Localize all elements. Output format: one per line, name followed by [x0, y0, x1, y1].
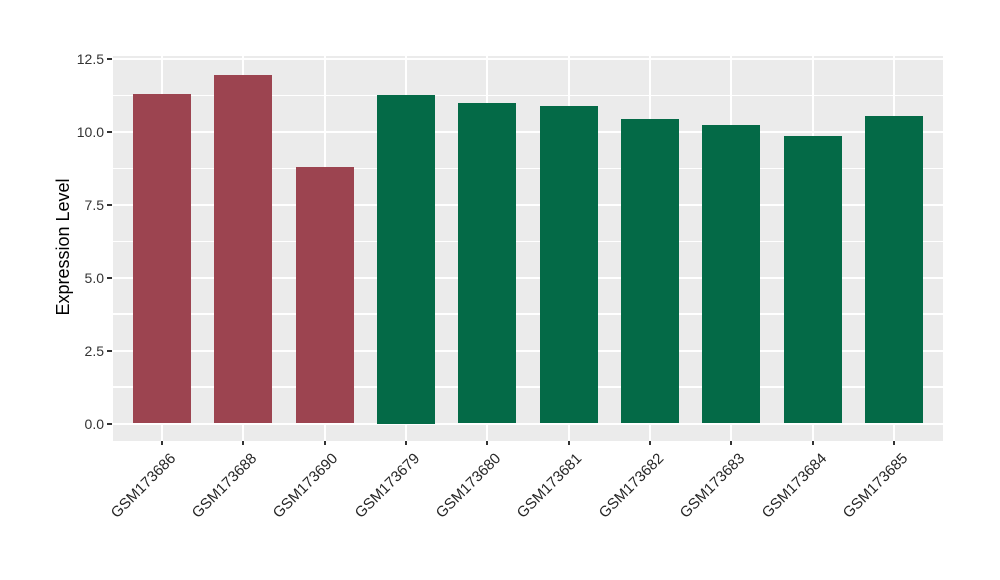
bar: [458, 102, 517, 424]
x-tick-label: GSM173686: [107, 450, 179, 522]
y-tick-mark: [107, 57, 112, 60]
x-tick-label: GSM173684: [758, 450, 830, 522]
x-tick-mark: [404, 441, 407, 445]
y-tick-mark: [107, 422, 112, 425]
y-tick-label: 2.5: [84, 342, 104, 359]
y-tick-mark: [107, 203, 112, 206]
gridline-minor-h: [113, 313, 943, 315]
gridline-major-h: [113, 203, 943, 206]
gridline-minor-h: [113, 94, 943, 97]
gridline-major-h: [113, 130, 943, 133]
x-tick-mark: [486, 441, 489, 445]
y-tick-label: 5.0: [84, 269, 104, 286]
bar: [132, 93, 191, 424]
gridline-major-h: [113, 57, 943, 60]
x-tick-label: GSM173680: [432, 450, 505, 522]
bar: [865, 115, 924, 424]
y-tick-mark: [107, 276, 112, 279]
y-tick-mark: [107, 349, 112, 352]
bar: [539, 105, 598, 424]
x-tick-label: GSM173683: [676, 450, 749, 522]
gridline-major-h: [113, 422, 943, 425]
x-tick-label: GSM173681: [514, 450, 586, 522]
bar: [376, 95, 435, 424]
gridline-minor-h: [113, 167, 943, 169]
bar: [783, 136, 842, 424]
x-tick-mark: [242, 441, 245, 445]
x-tick-mark: [811, 441, 814, 445]
gridline-minor-h: [113, 386, 943, 388]
y-tick-label: 0.0: [84, 415, 104, 432]
x-tick-label: GSM173690: [270, 450, 342, 522]
bar: [702, 124, 761, 424]
gridline-major-h: [113, 349, 943, 352]
x-tick-mark: [893, 441, 896, 445]
x-tick-label: GSM173685: [839, 450, 912, 522]
x-tick-mark: [730, 441, 733, 445]
gridline-minor-h: [113, 240, 943, 242]
gridline-major-h: [113, 276, 943, 279]
x-tick-label: GSM173682: [595, 450, 668, 522]
x-tick-label: GSM173688: [188, 450, 261, 522]
y-tick-label: 7.5: [84, 196, 104, 213]
bar: [214, 74, 273, 424]
y-tick-mark: [107, 130, 112, 133]
x-tick-label: GSM173679: [351, 450, 423, 522]
x-tick-mark: [323, 441, 326, 445]
x-tick-mark: [567, 441, 570, 445]
bar: [295, 166, 354, 424]
y-tick-label: 10.0: [76, 123, 104, 140]
bar: [621, 118, 680, 424]
y-tick-label: 12.5: [76, 50, 104, 67]
x-tick-mark: [160, 441, 163, 445]
x-tick-mark: [649, 441, 652, 445]
plot-panel: [113, 56, 943, 441]
